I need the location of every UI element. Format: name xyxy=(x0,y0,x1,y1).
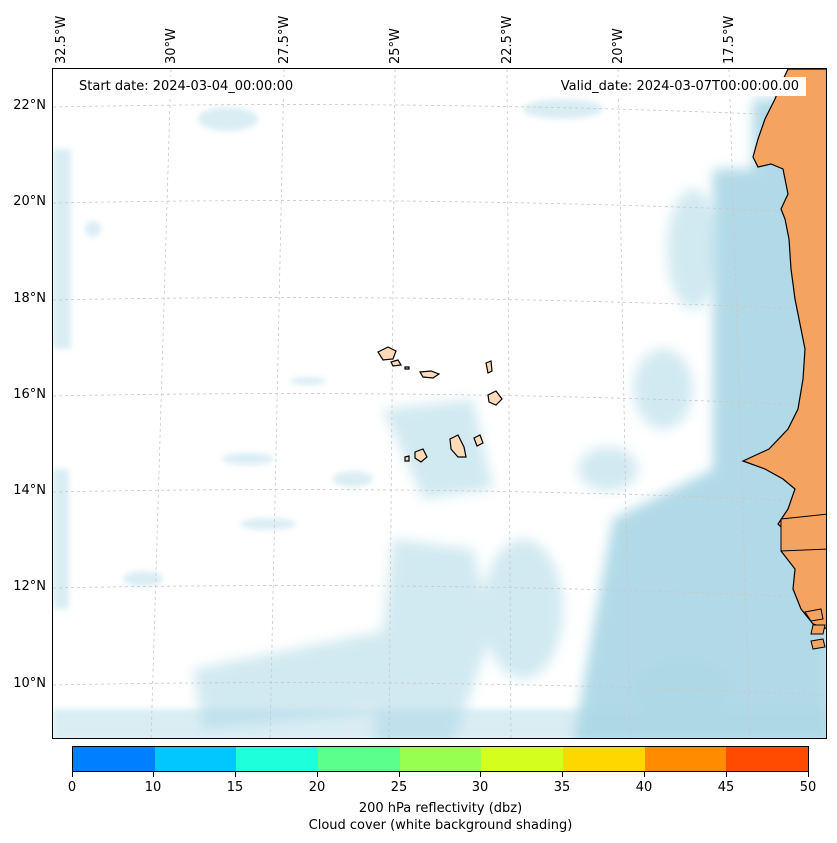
colorbar-label: 200 hPa reflectivity (dbz) xyxy=(358,801,523,816)
colorbar-segment-35-40 xyxy=(563,747,645,771)
cloud-south-band xyxy=(193,629,413,729)
graticule-lon-25w xyxy=(388,69,396,738)
cloud-streak-d xyxy=(333,471,373,487)
colorbar-segment-25-30 xyxy=(399,747,482,771)
graticule-lon-27-5w xyxy=(269,69,285,738)
cloud-cover-layer xyxy=(53,99,826,738)
colorbar-ticklabel-45: 45 xyxy=(717,780,735,795)
colorbar-ticklabel-20: 20 xyxy=(308,780,326,795)
lon-label-27-5w: 27.5°W xyxy=(277,15,292,64)
land-bissagos-islands xyxy=(804,608,826,635)
cape-verde-islands xyxy=(377,346,503,463)
island-fogo xyxy=(414,448,428,463)
cloud-streak-e xyxy=(123,571,163,587)
cloud-streak-f xyxy=(85,221,101,237)
island-maio xyxy=(473,434,484,447)
graticule-lon-30w xyxy=(150,69,172,738)
colorbar-segment-30-35 xyxy=(481,747,564,771)
colorbar-segment-20-25 xyxy=(318,747,400,771)
colorbar-segment-40-45 xyxy=(644,747,727,771)
lon-label-17-5w: 17.5°W xyxy=(722,15,737,64)
cloud-north-b xyxy=(523,99,603,119)
island-santo-antao xyxy=(377,346,397,361)
graticule-lat-12n xyxy=(53,585,826,599)
island-sao-nicolau xyxy=(418,370,441,379)
lon-label-22-5w: 22.5°W xyxy=(500,15,515,64)
colorbar-ticklabel-40: 40 xyxy=(635,780,653,795)
colorbar-tick-50 xyxy=(808,772,809,777)
island-brava xyxy=(404,455,410,462)
colorbar-ticklabel-35: 35 xyxy=(553,780,571,795)
graticule-lat-16n xyxy=(53,393,826,407)
lat-label-18n: 18°N xyxy=(13,291,46,306)
cloud-blob-d xyxy=(578,447,638,491)
colorbar-ticklabel-25: 25 xyxy=(390,780,408,795)
colorbar-ticklabel-30: 30 xyxy=(471,780,489,795)
cloud-west-edge-2 xyxy=(53,469,69,609)
lat-label-10n: 10°N xyxy=(13,676,46,691)
lat-label-20n: 20°N xyxy=(13,194,46,209)
colorbar-ticklabel-50: 50 xyxy=(799,780,817,795)
reflectivity-colorbar xyxy=(72,746,809,772)
colorbar-segment-10-15 xyxy=(154,747,237,771)
lon-label-30w: 30°W xyxy=(164,28,179,64)
cloud-blob-a xyxy=(483,539,563,679)
map-canvas xyxy=(53,69,826,738)
cloud-west-edge xyxy=(53,149,71,349)
cloud-blob-c xyxy=(667,189,719,309)
graticule-lat-22n xyxy=(53,104,826,118)
colorbar-tick-30 xyxy=(480,772,481,777)
colorbar-ticklabel-15: 15 xyxy=(226,780,244,795)
colorbar-segment-45-50 xyxy=(726,747,809,771)
lon-label-20w: 20°W xyxy=(611,28,626,64)
graticule-lon-22-5w xyxy=(506,69,512,738)
island-boa-vista xyxy=(487,390,503,406)
colorbar-tick-25 xyxy=(399,772,400,777)
lon-label-25w: 25°W xyxy=(388,28,403,64)
colorbar-tick-35 xyxy=(562,772,563,777)
colorbar-segment-15-20 xyxy=(236,747,319,771)
colorbar-tick-40 xyxy=(644,772,645,777)
colorbar-sublabel: Cloud cover (white background shading) xyxy=(308,818,573,833)
graticule-lon-17-5w xyxy=(728,69,751,738)
island-sal xyxy=(485,360,493,374)
graticule xyxy=(53,69,826,738)
colorbar-tick-20 xyxy=(317,772,318,777)
cloud-island-plume xyxy=(383,399,493,499)
colorbar-ticklabel-10: 10 xyxy=(144,780,162,795)
cloud-southeast-mass xyxy=(574,449,826,738)
colorbar-tick-0 xyxy=(72,772,73,777)
land-mainland-africa xyxy=(741,69,826,629)
colorbar-ticklabel-0: 0 xyxy=(67,780,77,795)
cloud-streak-c xyxy=(222,453,274,465)
lat-label-16n: 16°N xyxy=(13,387,46,402)
colorbar-tick-45 xyxy=(726,772,727,777)
lat-label-14n: 14°N xyxy=(13,483,46,498)
graticule-lat-10n xyxy=(53,682,826,696)
cloud-south-strip xyxy=(53,709,826,738)
cloud-blob-b xyxy=(633,349,693,429)
cloud-north-a xyxy=(198,107,258,131)
land-gambia-coast xyxy=(780,513,826,552)
island-santa-luzia xyxy=(404,366,410,370)
island-sao-vicente xyxy=(390,359,402,367)
graticule-lat-14n xyxy=(53,489,826,503)
map-panel[interactable]: Start date: 2024-03-04_00:00:00 Valid_da… xyxy=(52,68,827,739)
graticule-lat-20n xyxy=(53,200,826,214)
graticule-lat-18n xyxy=(53,297,826,311)
colorbar-tick-10 xyxy=(153,772,154,777)
lon-label-32-5w: 32.5°W xyxy=(54,15,69,64)
colorbar-tick-15 xyxy=(235,772,236,777)
cloud-streak-a xyxy=(290,377,326,385)
lat-label-12n: 12°N xyxy=(13,579,46,594)
start-date-label: Start date: 2024-03-04_00:00:00 xyxy=(72,77,301,96)
valid-date-label: Valid_date: 2024-03-07T00:00:00.00 xyxy=(553,77,806,96)
cloud-streak-b xyxy=(240,518,296,530)
lat-label-22n: 22°N xyxy=(13,98,46,113)
land-guinea-islands xyxy=(810,638,826,650)
island-santiago xyxy=(449,434,467,458)
colorbar-segment-0-10 xyxy=(73,747,155,771)
graticule-lon-20w xyxy=(617,69,631,738)
